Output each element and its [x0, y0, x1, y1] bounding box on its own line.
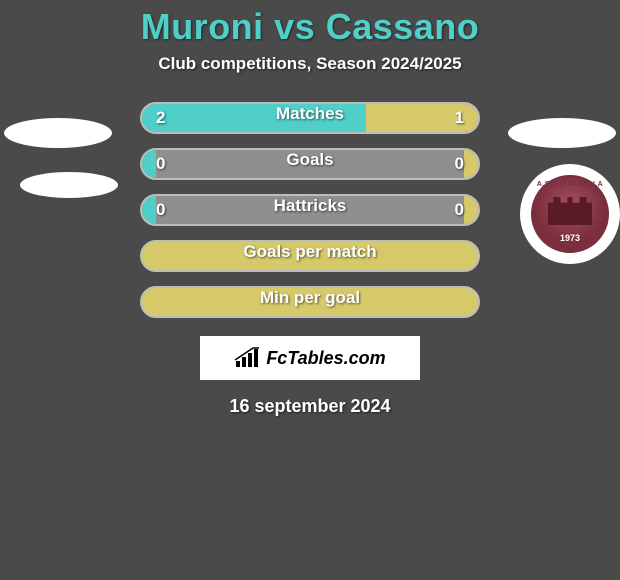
stat-label: Goals: [286, 150, 333, 170]
stat-label: Min per goal: [260, 288, 360, 316]
stat-value-right: 1: [455, 108, 464, 128]
team-right-badge: A.S. CITTADELLA 1973: [520, 164, 620, 264]
team-left-placeholder-2: [20, 172, 118, 198]
stat-row: 2 1 Matches: [140, 102, 480, 134]
stats-area: A.S. CITTADELLA 1973 21Matches00Goals00H…: [0, 102, 620, 417]
team-left-placeholder-1: [4, 118, 112, 148]
badge-club-name: A.S. CITTADELLA: [537, 181, 603, 188]
stat-bar-right: 0: [464, 150, 478, 178]
castle-icon: [548, 197, 592, 225]
stat-rows: 21Matches00Goals00HattricksGoals per mat…: [140, 102, 480, 318]
page-title: Muroni vs Cassano: [0, 6, 620, 48]
stat-value-right: 0: [455, 154, 464, 174]
stat-row: Min per goal: [140, 286, 480, 318]
stat-row: 00Hattricks: [140, 194, 480, 226]
snapshot-date: 16 september 2024: [0, 396, 620, 417]
badge-shield-icon: A.S. CITTADELLA 1973: [531, 175, 609, 253]
stat-bar-right: 0: [464, 196, 478, 224]
source-logo-text: FcTables.com: [266, 348, 385, 369]
stat-label: Goals per match: [243, 242, 376, 270]
stat-value-left: 2: [156, 108, 165, 128]
stat-row: Goals per match: [140, 240, 480, 272]
bar-chart-icon: [234, 347, 260, 369]
stat-label: Matches: [276, 104, 344, 124]
stat-bar-left: 0: [142, 150, 156, 178]
source-logo[interactable]: FcTables.com: [200, 336, 420, 380]
stat-bar-left: 0: [142, 196, 156, 224]
badge-year: 1973: [560, 233, 580, 243]
stat-value-right: 0: [455, 200, 464, 220]
stat-row: 00Goals: [140, 148, 480, 180]
stat-label: Hattricks: [274, 196, 347, 216]
stat-bar-right: 1: [366, 104, 478, 132]
team-right-placeholder-1: [508, 118, 616, 148]
infographic-container: Muroni vs Cassano Club competitions, Sea…: [0, 0, 620, 417]
page-subtitle: Club competitions, Season 2024/2025: [0, 54, 620, 74]
